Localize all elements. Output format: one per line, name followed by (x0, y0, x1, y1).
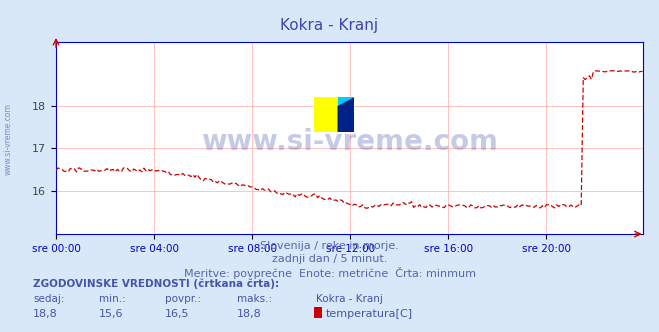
Text: www.si-vreme.com: www.si-vreme.com (4, 104, 13, 175)
Polygon shape (337, 97, 354, 132)
Text: povpr.:: povpr.: (165, 294, 201, 304)
Text: min.:: min.: (99, 294, 126, 304)
Text: maks.:: maks.: (237, 294, 272, 304)
Text: Kokra - Kranj: Kokra - Kranj (281, 18, 378, 33)
Text: 16,5: 16,5 (165, 309, 189, 319)
Bar (314, 97, 337, 132)
Text: sedaj:: sedaj: (33, 294, 65, 304)
Text: temperatura[C]: temperatura[C] (326, 309, 413, 319)
Text: ZGODOVINSKE VREDNOSTI (črtkana črta):: ZGODOVINSKE VREDNOSTI (črtkana črta): (33, 279, 279, 290)
Text: Meritve: povprečne  Enote: metrične  Črta: minmum: Meritve: povprečne Enote: metrične Črta:… (183, 267, 476, 279)
Text: Slovenija / reke in morje.: Slovenija / reke in morje. (260, 241, 399, 251)
Bar (337, 97, 354, 132)
Text: Kokra - Kranj: Kokra - Kranj (316, 294, 383, 304)
Text: 15,6: 15,6 (99, 309, 123, 319)
Text: 18,8: 18,8 (237, 309, 262, 319)
Text: 18,8: 18,8 (33, 309, 58, 319)
Text: zadnji dan / 5 minut.: zadnji dan / 5 minut. (272, 254, 387, 264)
Text: www.si-vreme.com: www.si-vreme.com (201, 127, 498, 156)
